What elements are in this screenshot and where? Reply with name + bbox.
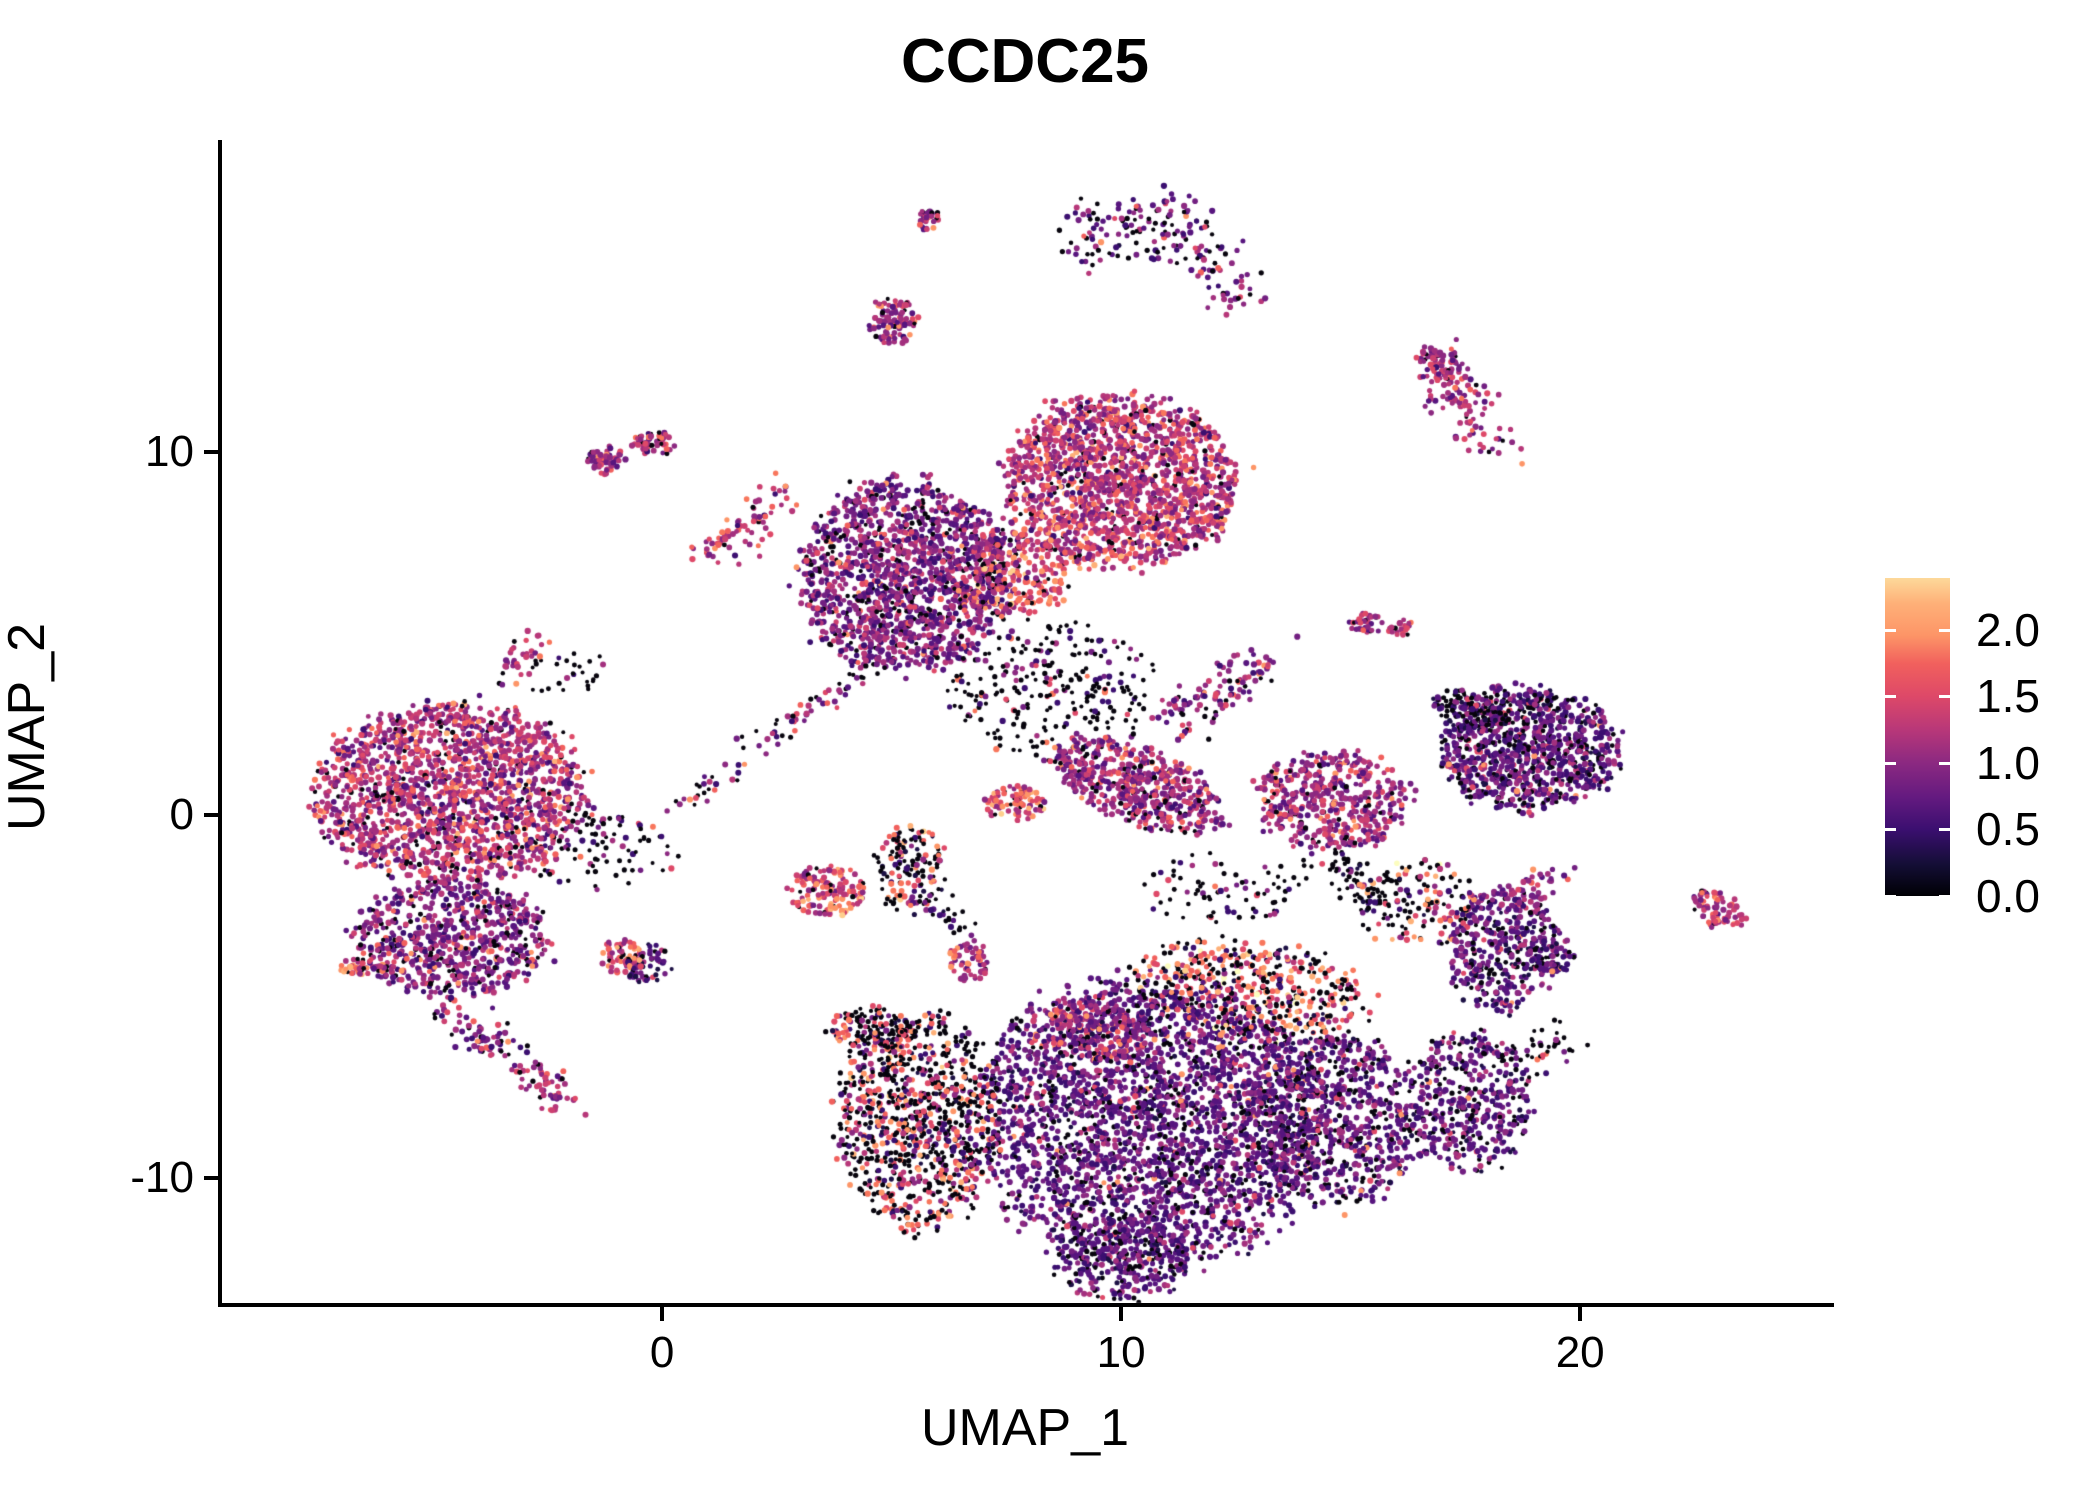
legend-tick-mark — [1885, 695, 1896, 699]
legend-tick-mark — [1939, 828, 1950, 832]
legend-tick-label: 2.0 — [1976, 603, 2040, 656]
y-tick-label: 10 — [145, 427, 194, 477]
legend-tick-mark — [1885, 895, 1896, 898]
plot-title: CCDC25 — [900, 27, 1150, 96]
x-tick-label: 10 — [1096, 1328, 1146, 1377]
x-axis-title: UMAP_1 — [920, 1399, 1130, 1457]
x-tick-label: 20 — [1555, 1328, 1605, 1377]
legend-tick-mark — [1885, 628, 1896, 632]
legend-tick-label: 1.5 — [1976, 670, 2040, 723]
legend-colorbar — [1885, 578, 1950, 896]
x-tick-mark — [1578, 1307, 1583, 1321]
legend-tick-mark — [1939, 628, 1950, 632]
legend-tick-label: 0.5 — [1976, 803, 2040, 856]
x-axis-line — [218, 1303, 1834, 1307]
y-tick-mark — [204, 813, 218, 818]
legend-tick-mark — [1939, 695, 1950, 699]
x-tick-label: 0 — [649, 1328, 675, 1377]
legend-tick-label: 1.0 — [1976, 736, 2040, 789]
x-tick-mark — [1119, 1307, 1124, 1321]
legend-tick-mark — [1885, 761, 1896, 765]
legend-tick-mark — [1939, 895, 1950, 898]
y-tick-mark — [204, 1176, 218, 1181]
legend-tick-label: 0.0 — [1976, 870, 2040, 922]
y-tick-label: 0 — [169, 790, 194, 840]
y-tick-label: -10 — [130, 1153, 194, 1203]
legend-tick-mark — [1939, 761, 1950, 765]
y-tick-mark — [204, 450, 218, 455]
legend-tick-mark — [1885, 828, 1896, 832]
y-axis-line — [218, 140, 222, 1307]
x-tick-mark — [660, 1307, 665, 1321]
y-axis-title: UMAP_2 — [0, 622, 56, 832]
